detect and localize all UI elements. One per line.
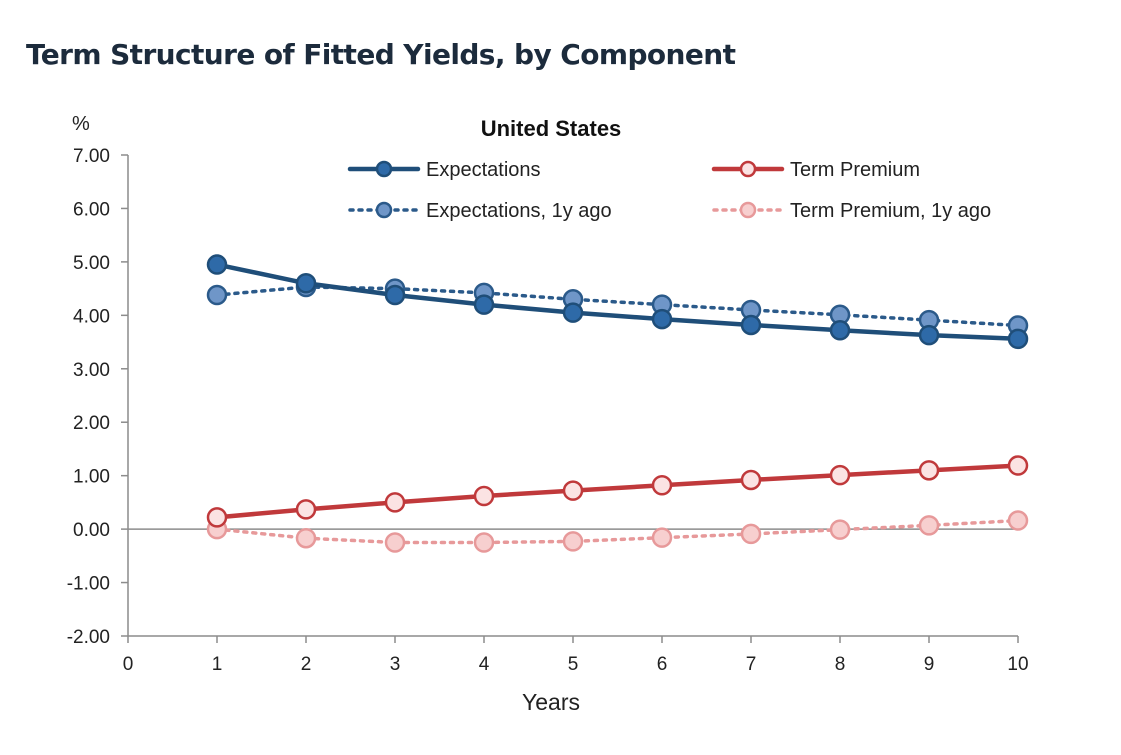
data-point xyxy=(384,492,406,513)
series-1 xyxy=(206,455,1029,528)
page-title: Term Structure of Fitted Yields, by Comp… xyxy=(26,38,736,71)
data-point xyxy=(740,469,762,491)
y-tick-label: 4.00 xyxy=(73,306,110,327)
legend-marker xyxy=(739,160,757,178)
y-axis-unit-label: % xyxy=(72,113,90,135)
y-tick-label: -1.00 xyxy=(67,574,110,595)
legend-item: Expectations, 1y ago xyxy=(348,200,612,222)
legend-marker xyxy=(375,201,393,219)
y-tick-label: 5.00 xyxy=(73,253,110,274)
x-tick-label: 5 xyxy=(568,654,579,675)
x-tick-label: 8 xyxy=(835,654,846,675)
series-3 xyxy=(206,510,1029,553)
data-point xyxy=(295,499,317,520)
legend-marker xyxy=(375,160,393,178)
legend-item: Term Premium, 1y ago xyxy=(712,200,991,222)
x-tick-label: 10 xyxy=(1007,654,1028,675)
data-point xyxy=(206,507,228,528)
series-line xyxy=(215,285,1020,328)
data-point xyxy=(651,475,673,496)
legend-item: Expectations xyxy=(347,159,541,181)
data-point xyxy=(918,460,940,481)
y-tick-label: 3.00 xyxy=(73,360,110,381)
data-point xyxy=(562,480,584,501)
data-point xyxy=(295,527,317,549)
data-point xyxy=(562,302,584,323)
data-point xyxy=(829,519,851,540)
series-0 xyxy=(206,254,1029,350)
legend-item: Term Premium xyxy=(711,159,920,181)
x-tick-label: 1 xyxy=(212,654,223,675)
x-tick-label: 0 xyxy=(123,654,134,675)
series-layer xyxy=(206,254,1029,553)
legend-label: Expectations, 1y ago xyxy=(426,200,612,222)
legend: Expectations Term Premium Expectations, 1y… xyxy=(347,159,991,222)
legend-label: Expectations xyxy=(426,159,541,181)
y-tick-label: 2.00 xyxy=(73,413,110,434)
y-tick-label: 6.00 xyxy=(73,199,110,220)
data-point xyxy=(1007,510,1029,531)
series-line xyxy=(214,262,1021,342)
legend-marker xyxy=(739,201,757,219)
axes: 7.00 6.00 5.00 4.00 3.00 2.00 1.00 0.00 -1.00 -2.… xyxy=(67,146,1029,675)
data-point xyxy=(740,523,762,545)
x-tick-label: 4 xyxy=(479,654,490,675)
data-point xyxy=(918,515,940,536)
y-tick-label: -2.00 xyxy=(67,627,110,648)
y-tick-label: 7.00 xyxy=(73,146,110,167)
data-point xyxy=(918,324,940,346)
y-tick-label: 1.00 xyxy=(73,467,110,488)
series-line xyxy=(214,463,1021,520)
series-line xyxy=(215,518,1020,545)
data-point xyxy=(473,294,495,315)
data-point xyxy=(206,284,228,306)
data-point xyxy=(651,308,673,330)
data-point xyxy=(740,314,762,336)
data-point xyxy=(473,532,495,553)
x-tick-label: 6 xyxy=(657,654,668,675)
data-point xyxy=(206,254,228,275)
x-axis-title: Years xyxy=(522,689,580,715)
data-point xyxy=(1007,328,1029,350)
x-tick-label: 7 xyxy=(746,654,757,675)
legend-label: Term Premium xyxy=(790,159,920,181)
data-point xyxy=(473,485,495,507)
x-tick-label: 2 xyxy=(301,654,312,675)
data-point xyxy=(1007,455,1029,476)
data-point xyxy=(384,532,406,553)
x-tick-label: 9 xyxy=(924,654,935,675)
x-tick-label: 3 xyxy=(390,654,401,675)
data-point xyxy=(295,273,317,294)
data-point xyxy=(562,531,584,552)
data-point xyxy=(829,320,851,341)
data-point xyxy=(651,527,673,548)
data-point xyxy=(384,284,406,306)
y-tick-label: 0.00 xyxy=(73,520,110,541)
data-point xyxy=(829,464,851,486)
chart-title: United States xyxy=(481,116,622,141)
legend-label: Term Premium, 1y ago xyxy=(790,200,991,222)
